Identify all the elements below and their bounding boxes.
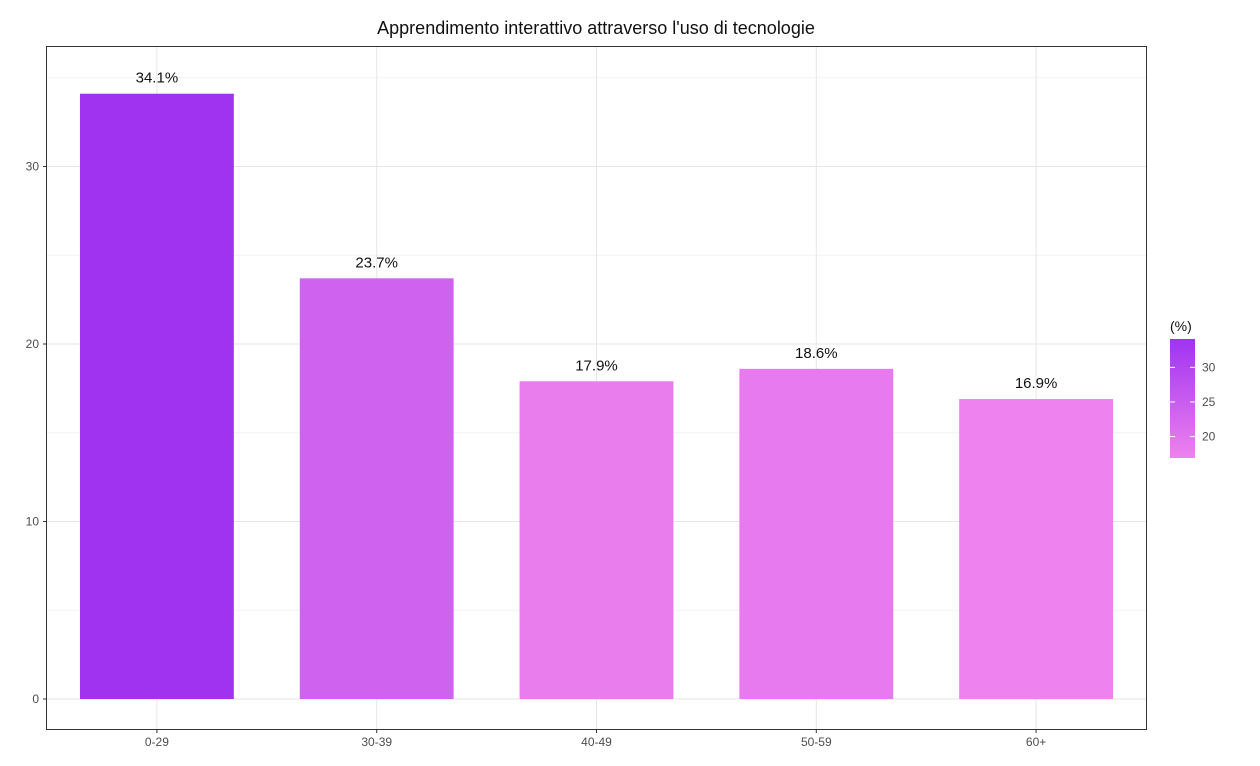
legend-tick-label: 20 [1202, 430, 1216, 444]
y-tick-label: 30 [26, 160, 40, 174]
legend-title: (%) [1170, 318, 1192, 334]
x-tick-label: 40-49 [581, 735, 612, 749]
bar-0-29[interactable] [79, 93, 234, 700]
bars [79, 93, 1114, 700]
x-tick-label: 30-39 [361, 735, 392, 749]
bar-60+[interactable] [959, 399, 1114, 699]
legend-ticks: 20 25 30 [1170, 360, 1216, 444]
legend-tick-label: 25 [1202, 395, 1216, 409]
data-label-30-39: 23.7% [355, 254, 398, 271]
bar-30-39[interactable] [299, 278, 454, 699]
color-legend: (%) 20 25 30 [1170, 318, 1216, 458]
data-label-40-49: 17.9% [575, 357, 618, 374]
x-tick-label: 50-59 [801, 735, 832, 749]
chart-title: Apprendimento interattivo attraverso l'u… [377, 18, 815, 38]
legend-tick-label: 30 [1202, 360, 1216, 374]
y-tick-label: 0 [32, 692, 39, 706]
x-tick-label: 0-29 [145, 735, 169, 749]
data-label-60+: 16.9% [1015, 375, 1058, 392]
bar-40-49[interactable] [519, 381, 674, 699]
y-tick-label: 20 [26, 337, 40, 351]
data-label-0-29: 34.1% [136, 70, 179, 87]
legend-colorbar [1170, 339, 1195, 458]
y-axis: 0 10 20 30 [26, 160, 47, 706]
y-tick-label: 10 [26, 515, 40, 529]
data-labels: 34.1% 23.7% 17.9% 18.6% 16.9% [136, 70, 1058, 392]
x-axis: 0-29 30-39 40-49 50-59 60+ [145, 729, 1046, 749]
bar-50-59[interactable] [739, 368, 894, 699]
data-label-50-59: 18.6% [795, 345, 838, 362]
x-tick-label: 60+ [1026, 735, 1046, 749]
